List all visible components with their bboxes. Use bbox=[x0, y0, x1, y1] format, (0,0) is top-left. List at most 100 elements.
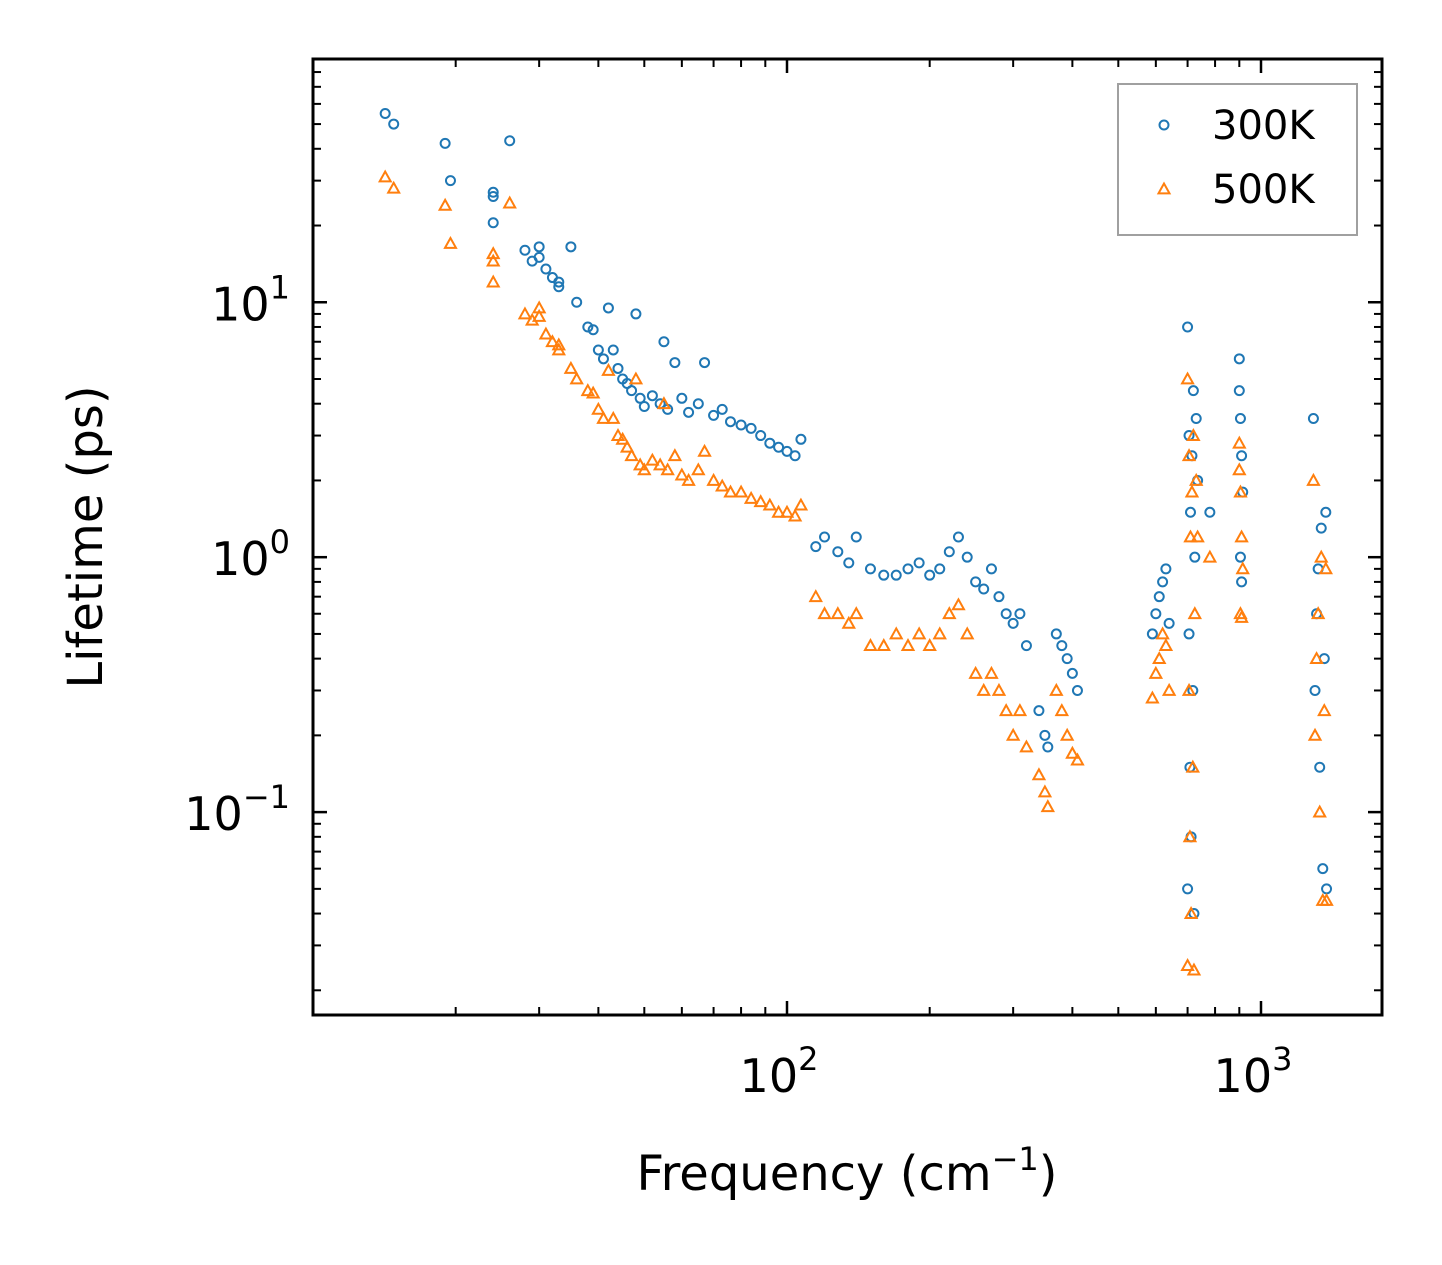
data-point-500K bbox=[733, 484, 749, 498]
data-point-300K bbox=[1233, 385, 1245, 397]
data-point-300K bbox=[607, 344, 619, 356]
data-point-300K bbox=[1317, 863, 1329, 875]
data-point-300K bbox=[781, 445, 793, 457]
data-point-500K bbox=[656, 396, 672, 410]
data-point-300K bbox=[1071, 684, 1083, 696]
data-point-500K bbox=[1234, 609, 1249, 623]
data-point-300K bbox=[864, 563, 876, 575]
data-point-500K bbox=[486, 274, 501, 288]
data-point-300K bbox=[630, 308, 642, 320]
data-point-300K bbox=[1000, 608, 1012, 620]
data-point-500K bbox=[743, 490, 759, 504]
data-point-300K bbox=[1042, 741, 1054, 753]
y-axis-label: Lifetime (ps) bbox=[58, 385, 114, 688]
data-point-500K bbox=[551, 342, 566, 356]
data-point-300K bbox=[1314, 761, 1326, 773]
data-point-300K bbox=[1050, 628, 1062, 640]
data-point-300K bbox=[1039, 729, 1051, 741]
data-point-500K bbox=[545, 334, 560, 348]
data-point-500K bbox=[1070, 752, 1085, 766]
data-point-500K bbox=[437, 197, 453, 211]
data-point-300K bbox=[1234, 551, 1246, 563]
data-point-500K bbox=[1183, 905, 1199, 919]
data-point-300K bbox=[1236, 576, 1248, 588]
data-point-500K bbox=[1186, 962, 1202, 976]
data-point-300K bbox=[789, 450, 801, 462]
data-point-300K bbox=[487, 217, 499, 229]
data-point-500K bbox=[849, 606, 864, 620]
data-point-300K bbox=[597, 353, 609, 365]
data-point-500K bbox=[551, 337, 566, 351]
legend-marker-500K bbox=[1156, 181, 1172, 195]
legend-marker-300K bbox=[1158, 119, 1170, 131]
data-point-300K bbox=[1163, 617, 1175, 629]
data-point-500K bbox=[1180, 958, 1195, 971]
data-point-300K bbox=[755, 430, 767, 442]
data-point-300K bbox=[519, 244, 531, 256]
data-point-500K bbox=[863, 638, 878, 651]
data-point-300K bbox=[487, 186, 499, 198]
data-point-500K bbox=[486, 246, 501, 260]
data-point-500K bbox=[1183, 529, 1198, 543]
data-point-500K bbox=[951, 597, 966, 611]
y-tick-label: 101 bbox=[211, 268, 290, 331]
data-point-300K bbox=[725, 416, 737, 428]
data-point-500K bbox=[984, 665, 999, 679]
data-point-500K bbox=[1234, 529, 1249, 543]
legend-label-500K: 500K bbox=[1212, 167, 1316, 213]
data-point-500K bbox=[486, 253, 501, 267]
data-point-300K bbox=[745, 422, 757, 434]
data-point-500K bbox=[1187, 606, 1203, 620]
data-point-300K bbox=[444, 175, 456, 187]
data-point-500K bbox=[1019, 739, 1034, 753]
data-point-300K bbox=[1204, 506, 1216, 518]
data-point-300K bbox=[553, 276, 565, 288]
data-point-300K bbox=[587, 324, 599, 336]
data-point-500K bbox=[1314, 549, 1329, 563]
data-point-500K bbox=[960, 626, 975, 640]
data-point-500K bbox=[1031, 767, 1047, 781]
data-point-300K bbox=[592, 344, 604, 356]
data-point-500K bbox=[1232, 435, 1247, 449]
data-point-500K bbox=[1202, 549, 1218, 563]
series-500K bbox=[377, 169, 1334, 976]
data-point-500K bbox=[517, 306, 533, 320]
data-point-300K bbox=[533, 251, 545, 263]
data-point-500K bbox=[1059, 727, 1075, 741]
data-point-500K bbox=[787, 508, 803, 522]
data-point-500K bbox=[779, 504, 795, 518]
data-point-500K bbox=[1005, 727, 1021, 741]
data-point-500K bbox=[932, 626, 947, 640]
data-point-500K bbox=[1161, 682, 1177, 696]
legend-label-300K: 300K bbox=[1212, 103, 1316, 149]
data-point-500K bbox=[762, 497, 778, 511]
y-tick-label: 100 bbox=[211, 523, 290, 586]
data-point-500K bbox=[991, 682, 1007, 696]
data-point-500K bbox=[1180, 371, 1195, 385]
data-point-500K bbox=[652, 457, 668, 471]
data-point-500K bbox=[889, 626, 904, 640]
series-300K bbox=[379, 108, 1333, 920]
data-point-300K bbox=[934, 563, 946, 575]
data-point-300K bbox=[1153, 591, 1165, 603]
data-point-300K bbox=[1157, 576, 1169, 588]
data-point-500K bbox=[1181, 682, 1197, 696]
data-point-300K bbox=[913, 557, 925, 569]
data-point-500K bbox=[1309, 651, 1324, 665]
data-point-300K bbox=[716, 403, 728, 415]
data-point-300K bbox=[553, 281, 565, 293]
data-point-500K bbox=[667, 448, 683, 462]
data-point-300K bbox=[843, 557, 855, 569]
data-point-500K bbox=[580, 383, 596, 397]
data-point-500K bbox=[697, 443, 712, 457]
data-point-300K bbox=[878, 569, 890, 581]
x-tick-label: 102 bbox=[740, 1040, 819, 1103]
data-point-300K bbox=[1184, 506, 1196, 518]
data-point-500K bbox=[900, 638, 916, 651]
data-point-300K bbox=[658, 336, 670, 348]
data-point-300K bbox=[1309, 684, 1321, 696]
data-point-300K bbox=[970, 576, 982, 588]
data-point-300K bbox=[924, 569, 936, 581]
data-point-300K bbox=[810, 541, 822, 553]
